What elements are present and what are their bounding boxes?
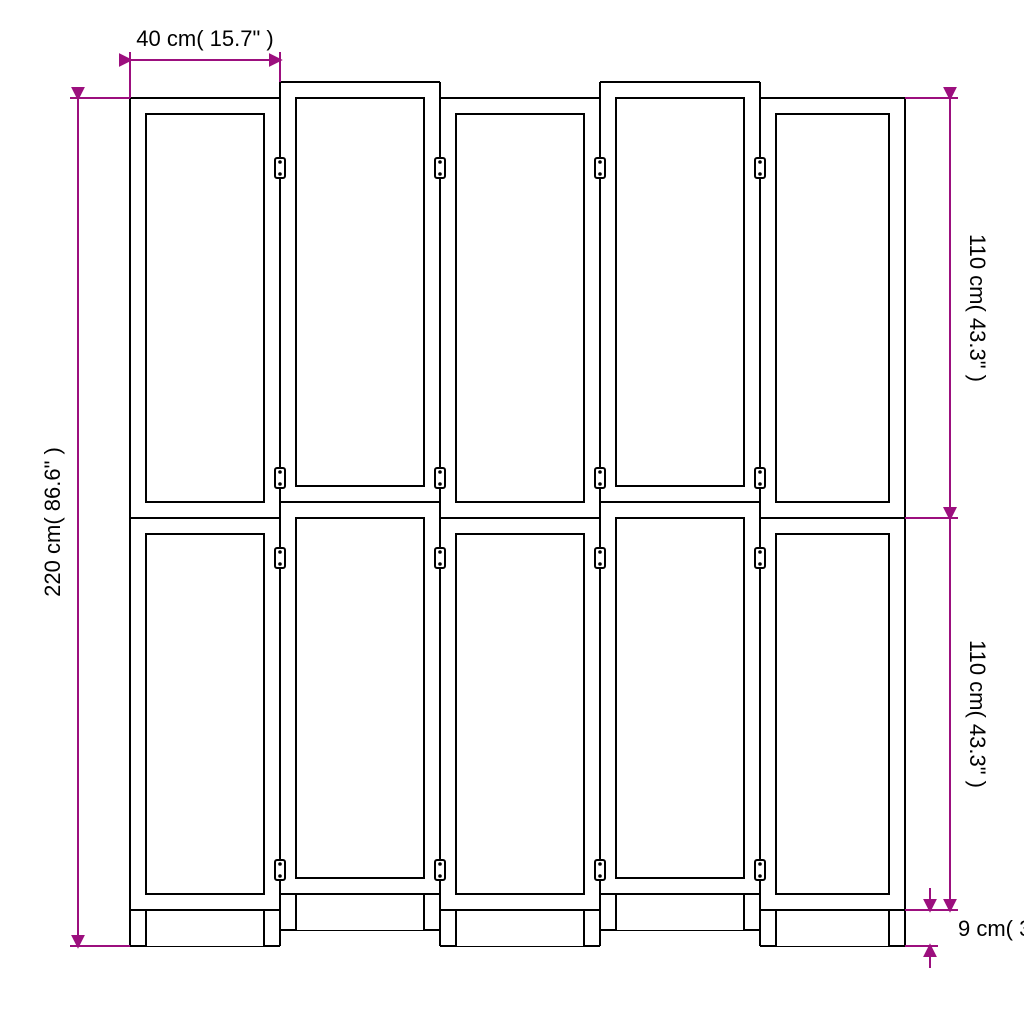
dimension-diagram: 40 cm( 15.7" ) 220 cm( 86.6" ) 110 cm( 43.… xyxy=(0,0,1024,1024)
dim-label-lower: 110 cm( 43.3" ) xyxy=(965,640,990,788)
dimension-lines: 40 cm( 15.7" ) 220 cm( 86.6" ) 110 cm( 43.… xyxy=(40,26,1024,968)
dim-label-height: 220 cm( 86.6" ) xyxy=(40,447,65,597)
folding-screen xyxy=(130,82,905,946)
dim-label-width: 40 cm( 15.7" ) xyxy=(136,26,273,51)
dim-label-foot: 9 cm( 3.5" ) xyxy=(958,916,1024,941)
dim-label-upper: 110 cm( 43.3" ) xyxy=(965,234,990,382)
